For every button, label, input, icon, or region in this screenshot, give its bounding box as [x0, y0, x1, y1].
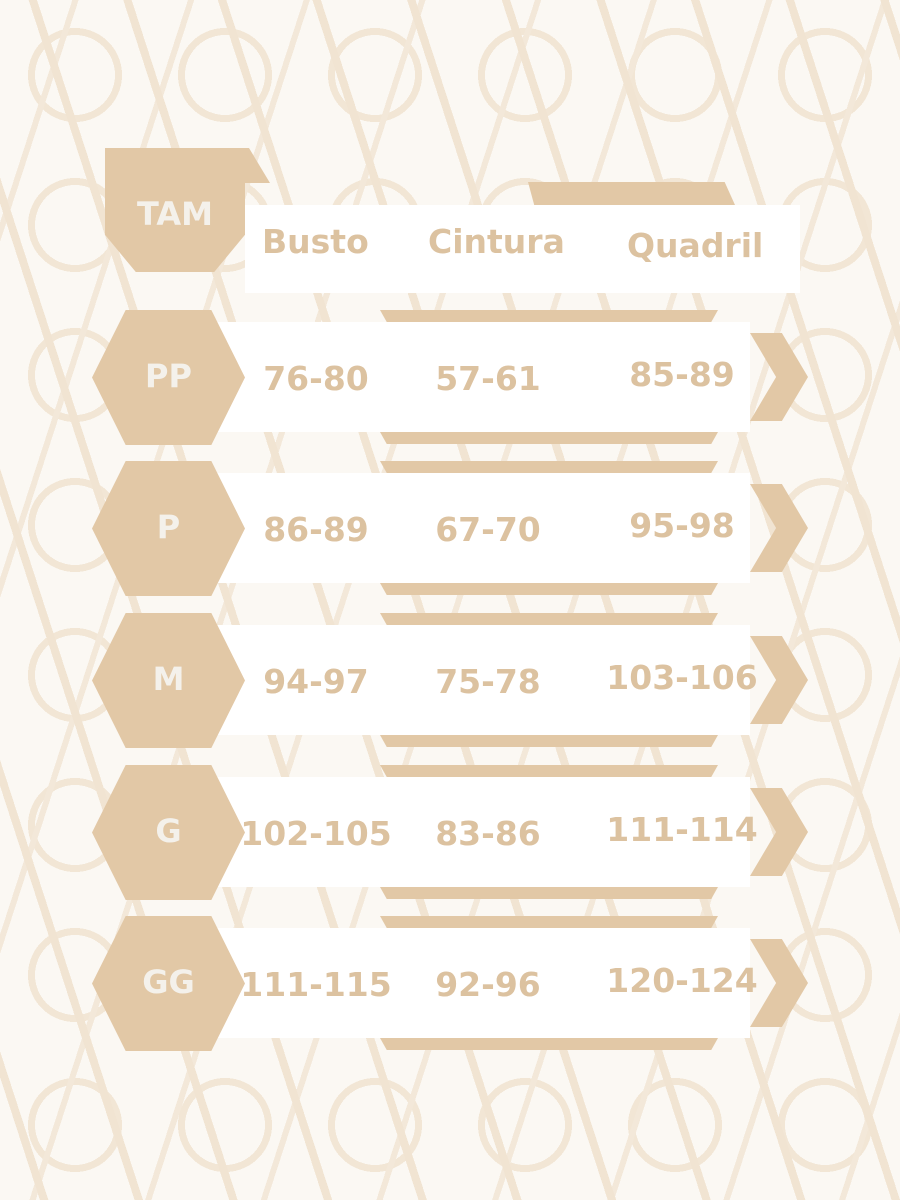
row-top-bar	[380, 765, 718, 777]
cintura-value: 75-78	[435, 662, 541, 701]
row-band	[215, 322, 750, 432]
size-hexagon	[92, 310, 245, 445]
cintura-value: 67-70	[435, 510, 541, 549]
row-bottom-bar	[380, 735, 718, 747]
size-label: PP	[145, 357, 192, 395]
busto-value: 102-105	[240, 814, 392, 853]
quadril-value: 111-114	[606, 810, 758, 849]
column-header-cintura: Cintura	[428, 222, 565, 261]
row-band	[215, 928, 750, 1038]
row-band	[215, 473, 750, 583]
row-top-bar	[380, 916, 718, 928]
row-top-bar	[380, 461, 718, 473]
row-bottom-bar	[380, 887, 718, 899]
row-bottom-bar	[380, 432, 718, 444]
size-hexagon	[92, 916, 245, 1051]
row-top-bar	[380, 310, 718, 322]
row-band	[215, 625, 750, 735]
size-label: M	[152, 660, 185, 698]
size-label: P	[156, 508, 181, 546]
quadril-value: 95-98	[629, 506, 735, 545]
size-header-tag	[105, 148, 245, 272]
column-header-busto: Busto	[262, 222, 369, 261]
busto-value: 111-115	[240, 965, 392, 1004]
header-band	[245, 205, 800, 293]
size-hexagon	[92, 613, 245, 748]
busto-value: 86-89	[263, 510, 369, 549]
row-bottom-bar	[380, 1038, 718, 1050]
size-header-label: TAM	[137, 195, 213, 233]
row-band	[215, 777, 750, 887]
header-accent-bar	[528, 182, 735, 205]
size-label: GG	[142, 963, 195, 1001]
cintura-value: 92-96	[435, 965, 541, 1004]
busto-value: 76-80	[263, 359, 369, 398]
row-bottom-bar	[380, 583, 718, 595]
size-hexagon	[92, 765, 245, 900]
size-hexagon	[92, 461, 245, 596]
column-header-quadril: Quadril	[627, 226, 764, 265]
busto-value: 94-97	[263, 662, 369, 701]
quadril-value: 103-106	[606, 658, 758, 697]
row-top-bar	[380, 613, 718, 625]
cintura-value: 57-61	[435, 359, 541, 398]
size-label: G	[155, 812, 182, 850]
quadril-value: 85-89	[629, 355, 735, 394]
cintura-value: 83-86	[435, 814, 541, 853]
quadril-value: 120-124	[606, 961, 758, 1000]
